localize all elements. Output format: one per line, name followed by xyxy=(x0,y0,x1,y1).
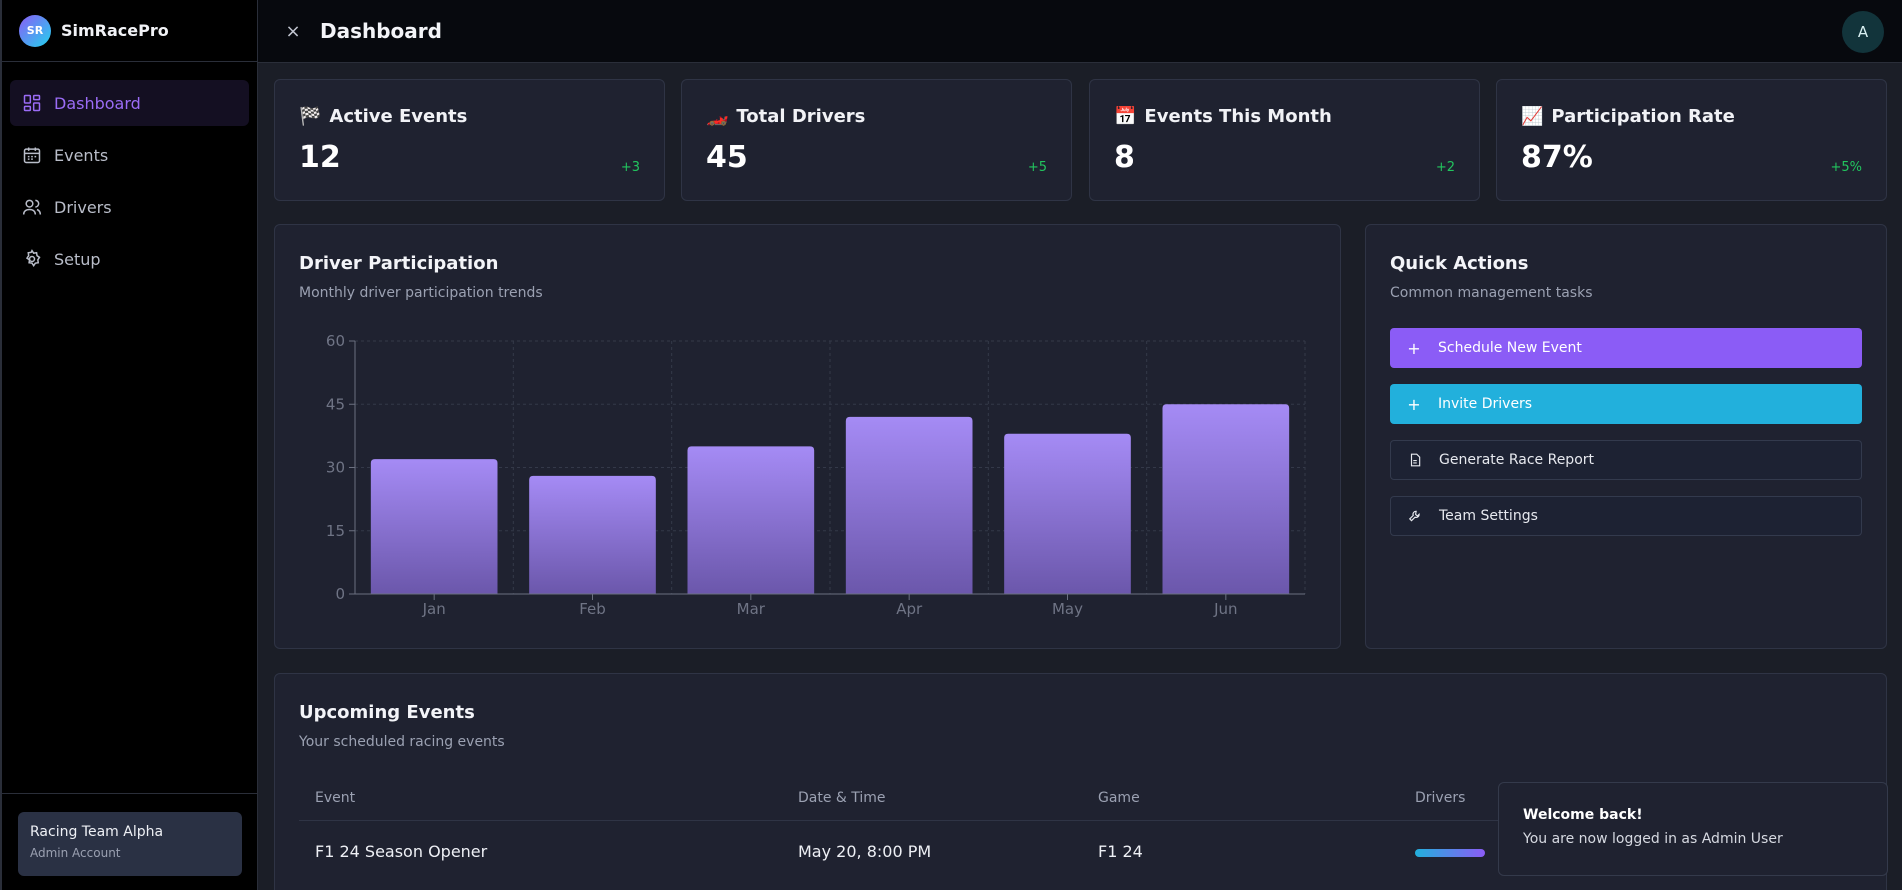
dashboard-icon xyxy=(23,94,41,112)
race-car-icon: 🏎️ xyxy=(706,106,729,127)
quick-actions-card: Quick Actions Common management tasks + … xyxy=(1365,224,1887,649)
sidebar-item-dashboard[interactable]: Dashboard xyxy=(10,80,249,126)
event-datetime: May 20, 8:00 PM xyxy=(798,842,932,861)
button-label: Schedule New Event xyxy=(1438,340,1582,356)
stat-title: 🏎️ Total Drivers xyxy=(706,106,865,127)
x-tick-label: Mar xyxy=(737,600,766,618)
drivers-progress-bar xyxy=(1415,849,1485,857)
wrench-icon xyxy=(1407,508,1423,524)
table-divider xyxy=(299,820,1862,821)
stat-delta: +2 xyxy=(1435,160,1455,175)
column-header-game[interactable]: Game xyxy=(1098,790,1140,806)
flag-icon: 🏁 xyxy=(299,106,322,127)
stat-card-events-this-month: 📅 Events This Month 8 +2 xyxy=(1089,79,1480,201)
y-tick-label: 60 xyxy=(326,332,345,350)
stat-title-label: Total Drivers xyxy=(736,106,866,127)
event-game: F1 24 xyxy=(1098,842,1143,861)
brand-name: SimRacePro xyxy=(61,21,169,40)
stat-card-participation-rate: 📈 Participation Rate 87% +5% xyxy=(1496,79,1887,201)
welcome-toast[interactable]: Welcome back! You are now logged in as A… xyxy=(1498,782,1888,876)
stat-title: 🏁 Active Events xyxy=(299,106,467,127)
column-header-drivers[interactable]: Drivers xyxy=(1415,790,1466,806)
participation-chart: 0 15 30 45 60 Jan Feb Mar Apr May Jun xyxy=(326,332,1306,618)
stat-card-total-drivers: 🏎️ Total Drivers 45 +5 xyxy=(681,79,1072,201)
x-tick-label: Apr xyxy=(896,600,923,618)
team-role: Admin Account xyxy=(30,846,121,860)
schedule-new-event-button[interactable]: + Schedule New Event xyxy=(1390,328,1862,368)
stat-value: 12 xyxy=(299,140,341,175)
bar-jan xyxy=(370,459,498,594)
toast-message: You are now logged in as Admin User xyxy=(1523,831,1783,847)
bar-jun xyxy=(1162,404,1290,594)
avatar[interactable]: A xyxy=(1842,11,1884,53)
stat-title: 📅 Events This Month xyxy=(1114,106,1332,127)
stat-title-label: Events This Month xyxy=(1144,106,1332,127)
calendar-icon: 📅 xyxy=(1114,106,1137,127)
stat-delta: +5% xyxy=(1830,160,1862,175)
sidebar: SR SimRacePro Dashboard Events Drivers xyxy=(0,0,258,890)
quick-actions-title: Quick Actions xyxy=(1390,253,1529,274)
generate-race-report-button[interactable]: Generate Race Report xyxy=(1390,440,1862,480)
sidebar-item-label: Events xyxy=(54,145,109,165)
stat-title-label: Participation Rate xyxy=(1551,106,1735,127)
button-label: Generate Race Report xyxy=(1439,452,1595,468)
sidebar-item-label: Dashboard xyxy=(54,93,141,113)
x-tick-label: Feb xyxy=(579,600,606,618)
event-name: F1 24 Season Opener xyxy=(315,842,488,861)
bar-may xyxy=(1004,433,1131,594)
sidebar-item-drivers[interactable]: Drivers xyxy=(10,184,249,230)
upcoming-title: Upcoming Events xyxy=(299,702,475,723)
document-icon xyxy=(1407,452,1423,468)
stat-value: 87% xyxy=(1521,140,1593,175)
sidebar-divider xyxy=(2,793,257,794)
driver-participation-card: Driver Participation Monthly driver part… xyxy=(274,224,1341,649)
brand-logo: SR xyxy=(19,14,51,47)
button-label: Team Settings xyxy=(1439,508,1538,524)
team-card[interactable]: Racing Team Alpha Admin Account xyxy=(18,812,242,876)
toast-title: Welcome back! xyxy=(1523,807,1643,823)
plus-icon: + xyxy=(1407,394,1421,414)
chart-title: Driver Participation xyxy=(299,253,499,274)
stat-value: 8 xyxy=(1114,140,1135,175)
team-name: Racing Team Alpha xyxy=(30,824,164,840)
chart-up-icon: 📈 xyxy=(1521,106,1544,127)
x-tick-label: Jun xyxy=(1213,600,1237,618)
stat-card-active-events: 🏁 Active Events 12 +3 xyxy=(274,79,665,201)
sidebar-item-label: Setup xyxy=(54,249,101,269)
stat-value: 45 xyxy=(706,140,748,175)
topbar: × Dashboard A xyxy=(258,0,1902,63)
stat-title: 📈 Participation Rate xyxy=(1521,106,1735,127)
plus-icon: + xyxy=(1407,338,1421,358)
y-tick-label: 15 xyxy=(326,522,345,540)
chart-subtitle: Monthly driver participation trends xyxy=(299,285,543,301)
stat-delta: +5 xyxy=(1027,160,1047,175)
y-tick-label: 0 xyxy=(335,585,345,603)
sidebar-item-label: Drivers xyxy=(54,197,112,217)
upcoming-subtitle: Your scheduled racing events xyxy=(299,734,505,750)
y-tick-label: 45 xyxy=(326,395,345,413)
calendar-icon xyxy=(23,147,41,164)
page-title: Dashboard xyxy=(320,19,442,43)
users-icon xyxy=(22,199,42,215)
brand[interactable]: SR SimRacePro xyxy=(2,0,257,62)
column-header-datetime[interactable]: Date & Time xyxy=(798,790,886,806)
bar-feb xyxy=(529,475,656,594)
close-icon[interactable]: × xyxy=(285,20,301,42)
stat-title-label: Active Events xyxy=(329,106,468,127)
gear-icon xyxy=(25,249,41,268)
team-settings-button[interactable]: Team Settings xyxy=(1390,496,1862,536)
quick-actions-subtitle: Common management tasks xyxy=(1390,285,1593,301)
x-tick-label: Jan xyxy=(422,600,446,618)
sidebar-item-setup[interactable]: Setup xyxy=(10,236,249,282)
button-label: Invite Drivers xyxy=(1438,396,1533,412)
y-tick-label: 30 xyxy=(326,459,345,477)
x-tick-label: May xyxy=(1052,600,1083,618)
invite-drivers-button[interactable]: + Invite Drivers xyxy=(1390,384,1862,424)
bar-apr xyxy=(845,416,973,594)
stat-delta: +3 xyxy=(620,160,640,175)
sidebar-nav: Dashboard Events Drivers Setup xyxy=(2,62,257,282)
bar-mar xyxy=(687,446,815,594)
column-header-event[interactable]: Event xyxy=(315,790,356,806)
sidebar-item-events[interactable]: Events xyxy=(10,132,249,178)
